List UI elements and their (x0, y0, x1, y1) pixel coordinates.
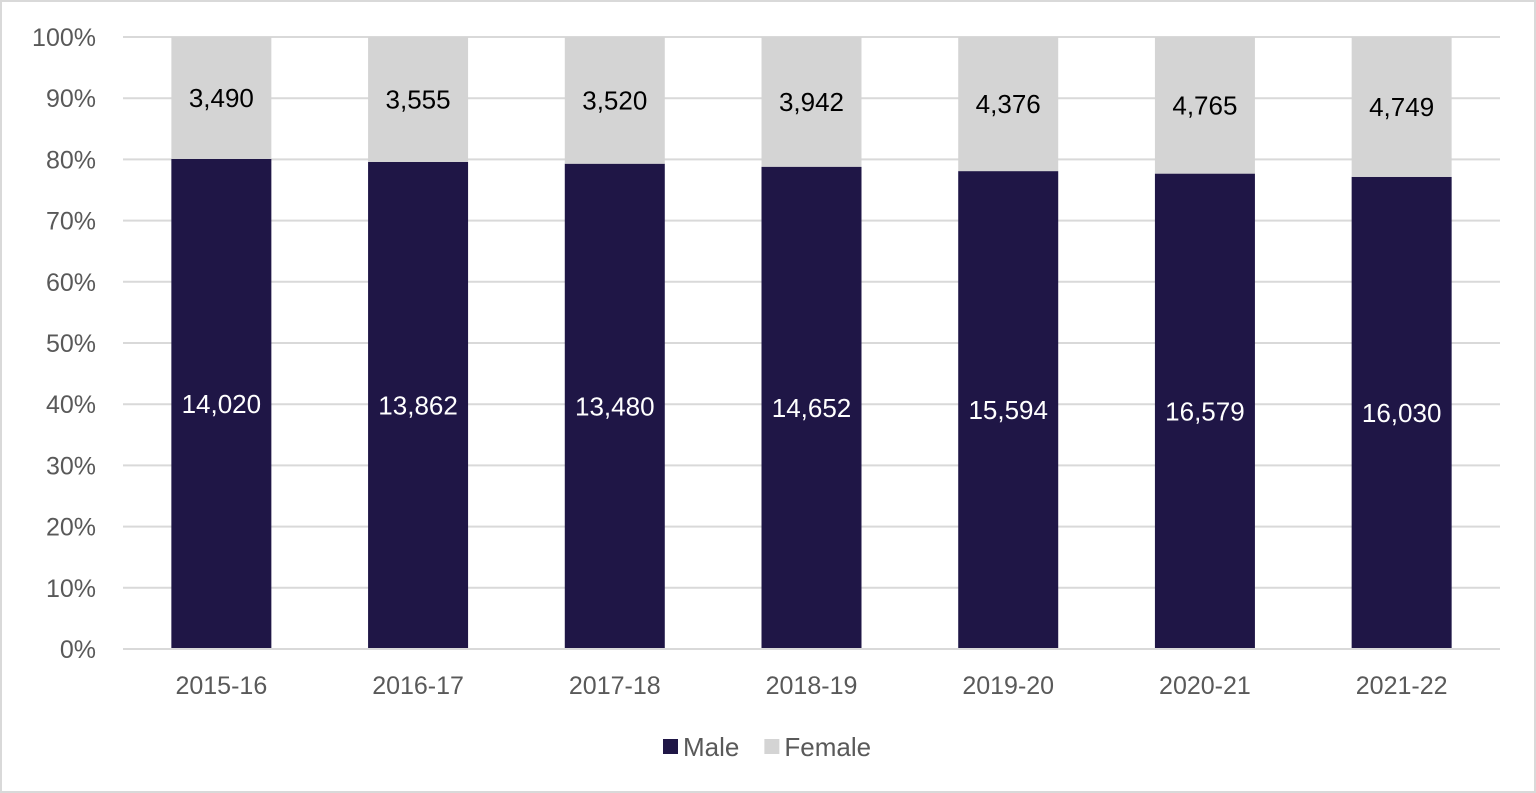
bar-female (171, 37, 272, 159)
data-label-female: 4,765 (1172, 90, 1237, 120)
data-label-female: 3,942 (779, 87, 844, 117)
bar-female (368, 37, 469, 162)
x-tick-label: 2017-18 (569, 672, 661, 700)
data-label-female: 4,749 (1369, 92, 1434, 122)
bar-female (761, 37, 862, 167)
bar-male (171, 158, 272, 649)
y-tick-label: 70% (46, 208, 96, 236)
y-tick-label: 80% (46, 146, 96, 174)
data-label-female: 4,376 (976, 89, 1041, 119)
bar-male (1154, 173, 1255, 649)
bar-female (564, 37, 665, 164)
data-label-male: 16,579 (1165, 396, 1245, 426)
x-tick-label: 2020-21 (1159, 672, 1251, 700)
y-tick-label: 90% (46, 85, 96, 113)
data-label-male: 14,652 (772, 393, 852, 423)
legend-swatch-female (764, 739, 780, 754)
data-label-male: 14,020 (182, 389, 262, 419)
x-tick-label: 2016-17 (372, 672, 464, 700)
y-tick-label: 30% (46, 452, 96, 480)
y-tick-label: 0% (60, 636, 96, 664)
data-label-male: 13,480 (575, 391, 655, 421)
data-label-female: 3,490 (189, 83, 254, 113)
y-tick-label: 10% (46, 575, 96, 603)
data-label-male: 13,862 (378, 390, 458, 420)
bar-female (1154, 37, 1255, 174)
bar-male (958, 171, 1059, 650)
data-label-female: 3,555 (386, 84, 451, 114)
y-tick-label: 20% (46, 514, 96, 542)
legend-label-male: Male (683, 732, 739, 762)
y-tick-label: 60% (46, 269, 96, 297)
x-tick-label: 2019-20 (962, 672, 1054, 700)
x-tick-label: 2021-22 (1356, 672, 1448, 700)
legend-label-female: Female (784, 732, 871, 762)
x-tick-label: 2015-16 (175, 672, 267, 700)
data-label-female: 3,520 (582, 85, 647, 115)
y-tick-label: 100% (32, 24, 96, 52)
x-tick-label: 2018-19 (766, 672, 858, 700)
bar-female (958, 37, 1059, 172)
data-label-male: 15,594 (968, 395, 1048, 425)
bar-male (761, 166, 862, 649)
bar-male (368, 161, 469, 649)
legend-swatch-male (663, 739, 678, 754)
bar-male (1351, 176, 1452, 650)
bar-female (1351, 37, 1452, 177)
data-label-male: 16,030 (1362, 398, 1442, 428)
y-tick-label: 50% (46, 330, 96, 358)
bar-male (564, 163, 665, 649)
y-tick-label: 40% (46, 391, 96, 419)
